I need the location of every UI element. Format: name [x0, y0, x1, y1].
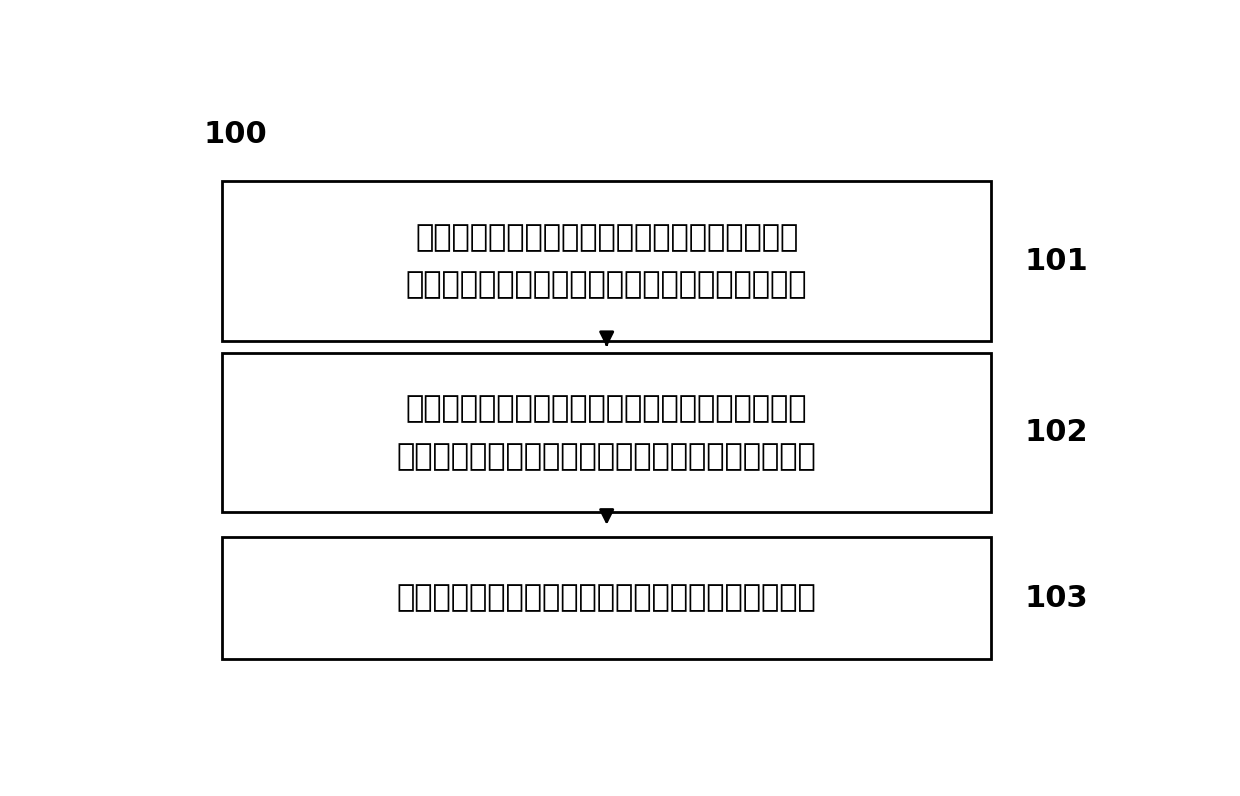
FancyBboxPatch shape [222, 353, 991, 513]
Text: 将电网中设备元件的参数数据封装在厂站中，将
厂站作为电网仳真计算数据树形层级结构中的节点: 将电网中设备元件的参数数据封装在厂站中，将 厂站作为电网仳真计算数据树形层级结构… [405, 223, 807, 299]
Text: 确定电网层级结构中多层结构的多个级别，确定厂
站的级别，并通过多个级别对厂站进行空间定位管理: 确定电网层级结构中多层结构的多个级别，确定厂 站的级别，并通过多个级别对厂站进行… [397, 395, 817, 470]
Text: 103: 103 [1024, 583, 1089, 613]
Text: 根据电网仳真计算数据树形层级结构确定用户的权限: 根据电网仳真计算数据树形层级结构确定用户的权限 [397, 583, 817, 613]
Text: 102: 102 [1024, 418, 1089, 447]
FancyBboxPatch shape [222, 181, 991, 341]
Text: 101: 101 [1024, 247, 1089, 275]
FancyBboxPatch shape [222, 537, 991, 659]
Text: 100: 100 [203, 120, 267, 149]
